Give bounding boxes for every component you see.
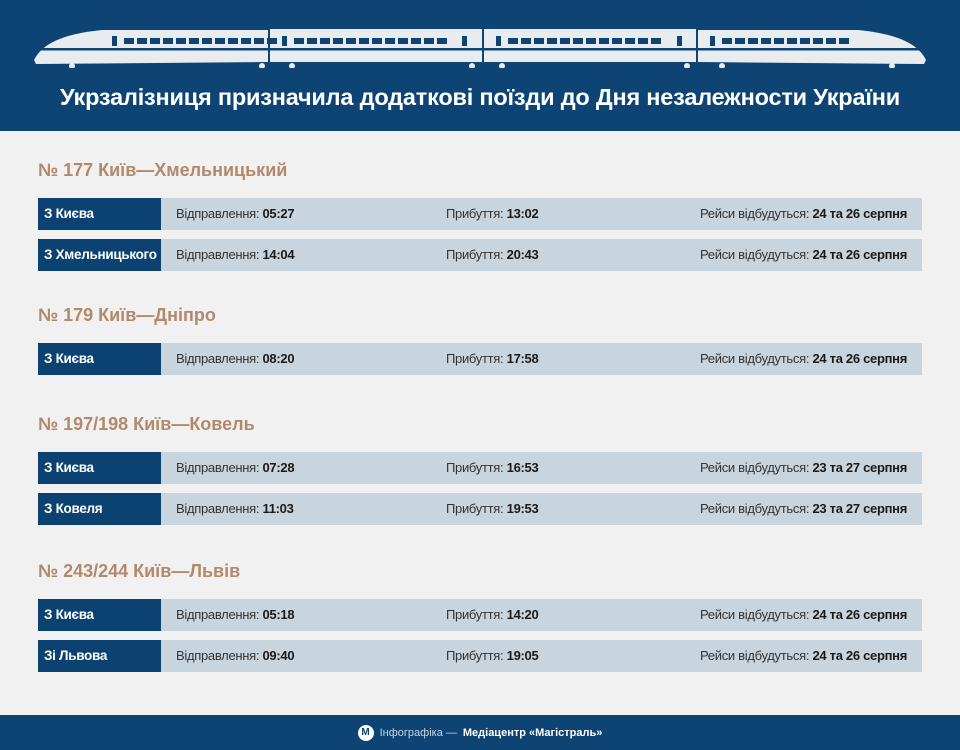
route-heading: № 243/244 Київ—Львів <box>38 561 241 581</box>
header: Укрзалізниця призначила додаткові поїзди… <box>0 0 960 131</box>
arrival: Прибуття: 16:53 <box>446 452 539 484</box>
schedule-row: З Хмельницького Відправлення: 14:04 Приб… <box>38 239 922 271</box>
departure-time: 14:04 <box>262 247 295 262</box>
arrival: Прибуття: 19:53 <box>446 493 539 525</box>
arrival: Прибуття: 13:02 <box>446 198 539 230</box>
departure: Відправлення: 11:03 <box>176 493 294 525</box>
arrival-time: 17:58 <box>506 351 539 366</box>
departure-label: Відправлення: <box>176 460 263 475</box>
footer-prefix: Інфографіка — <box>379 726 457 739</box>
schedule-dates: 24 та 26 серпня <box>812 247 907 262</box>
footer: M Інфографіка — Медіацентр «Магістраль» <box>0 715 960 750</box>
arrival-label: Прибуття: <box>446 501 507 516</box>
arrival-time: 14:20 <box>506 607 539 622</box>
departure-time: 08:20 <box>262 351 295 366</box>
schedule-row: З Ковеля Відправлення: 11:03 Прибуття: 1… <box>38 493 922 525</box>
departure: Відправлення: 05:27 <box>176 198 295 230</box>
schedule-dates: 24 та 26 серпня <box>812 206 907 221</box>
route-heading: № 179 Київ—Дніпро <box>38 305 216 325</box>
schedule-dates: 24 та 26 серпня <box>812 607 907 622</box>
direction-label: З Ковеля <box>38 493 161 525</box>
departure-label: Відправлення: <box>176 206 263 221</box>
departure-time: 09:40 <box>262 648 295 663</box>
schedule: Рейси відбудуться: 24 та 26 серпня <box>700 640 907 672</box>
direction-label: З Києва <box>38 599 161 631</box>
schedule: Рейси відбудуться: 24 та 26 серпня <box>700 198 907 230</box>
direction-label: З Києва <box>38 198 161 230</box>
arrival-label: Прибуття: <box>446 206 507 221</box>
arrival-time: 19:53 <box>506 501 539 516</box>
arrival: Прибуття: 14:20 <box>446 599 539 631</box>
route-heading: № 197/198 Київ—Ковель <box>38 414 255 434</box>
schedule-dates: 23 та 27 серпня <box>812 501 907 516</box>
schedule: Рейси відбудуться: 23 та 27 серпня <box>700 493 907 525</box>
footer-source: Медіацентр «Магістраль» <box>462 726 603 739</box>
schedule: Рейси відбудуться: 24 та 26 серпня <box>700 239 907 271</box>
schedule-row: З Києва Відправлення: 08:20 Прибуття: 17… <box>38 343 922 375</box>
departure-time: 07:28 <box>262 460 295 475</box>
direction-label: Зі Львова <box>38 640 161 672</box>
departure-time: 05:18 <box>262 607 295 622</box>
schedule-label: Рейси відбудуться: <box>700 501 813 516</box>
departure-time: 11:03 <box>262 501 294 516</box>
direction-label: З Києва <box>38 343 161 375</box>
mediacenter-logo-icon: M <box>357 724 374 741</box>
schedule: Рейси відбудуться: 23 та 27 серпня <box>700 452 907 484</box>
arrival-label: Прибуття: <box>446 607 507 622</box>
schedule: Рейси відбудуться: 24 та 26 серпня <box>700 343 907 375</box>
departure-label: Відправлення: <box>176 351 263 366</box>
departure-time: 05:27 <box>262 206 295 221</box>
direction-label: З Києва <box>38 452 161 484</box>
schedule-row: З Києва Відправлення: 05:27 Прибуття: 13… <box>38 198 922 230</box>
arrival-time: 19:05 <box>506 648 539 663</box>
schedule-label: Рейси відбудуться: <box>700 351 813 366</box>
schedule-dates: 24 та 26 серпня <box>812 351 907 366</box>
departure: Відправлення: 07:28 <box>176 452 295 484</box>
page-title: Укрзалізниця призначила додаткові поїзди… <box>60 84 900 110</box>
schedule-row: З Києва Відправлення: 07:28 Прибуття: 16… <box>38 452 922 484</box>
schedule: Рейси відбудуться: 24 та 26 серпня <box>700 599 907 631</box>
route-heading: № 177 Київ—Хмельницький <box>38 160 288 180</box>
arrival-time: 16:53 <box>506 460 539 475</box>
arrival-time: 20:43 <box>506 247 539 262</box>
departure: Відправлення: 14:04 <box>176 239 295 271</box>
schedule-label: Рейси відбудуться: <box>700 460 813 475</box>
direction-label: З Хмельницького <box>38 239 161 271</box>
arrival-label: Прибуття: <box>446 648 507 663</box>
arrival-label: Прибуття: <box>446 460 507 475</box>
arrival: Прибуття: 19:05 <box>446 640 539 672</box>
departure: Відправлення: 08:20 <box>176 343 295 375</box>
schedule-label: Рейси відбудуться: <box>700 247 813 262</box>
schedule-row: Зі Львова Відправлення: 09:40 Прибуття: … <box>38 640 922 672</box>
arrival-time: 13:02 <box>506 206 539 221</box>
departure-label: Відправлення: <box>176 247 263 262</box>
train-icon <box>32 29 928 68</box>
departure: Відправлення: 09:40 <box>176 640 295 672</box>
arrival: Прибуття: 17:58 <box>446 343 539 375</box>
arrival-label: Прибуття: <box>446 247 507 262</box>
schedule-label: Рейси відбудуться: <box>700 607 813 622</box>
schedule-dates: 23 та 27 серпня <box>812 460 907 475</box>
schedule-label: Рейси відбудуться: <box>700 206 813 221</box>
schedule-dates: 24 та 26 серпня <box>812 648 907 663</box>
departure: Відправлення: 05:18 <box>176 599 295 631</box>
departure-label: Відправлення: <box>176 648 263 663</box>
arrival-label: Прибуття: <box>446 351 507 366</box>
departure-label: Відправлення: <box>176 501 263 516</box>
schedule-row: З Києва Відправлення: 05:18 Прибуття: 14… <box>38 599 922 631</box>
arrival: Прибуття: 20:43 <box>446 239 539 271</box>
schedule-label: Рейси відбудуться: <box>700 648 813 663</box>
departure-label: Відправлення: <box>176 607 263 622</box>
